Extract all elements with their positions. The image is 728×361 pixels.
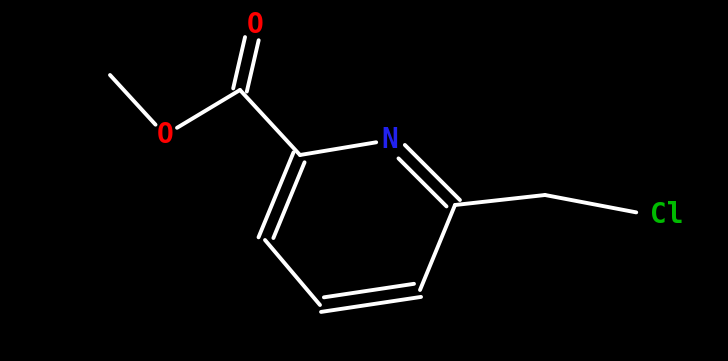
Text: N: N bbox=[381, 126, 398, 154]
Text: O: O bbox=[157, 121, 173, 149]
Text: O: O bbox=[247, 11, 264, 39]
Text: Cl: Cl bbox=[650, 201, 684, 229]
